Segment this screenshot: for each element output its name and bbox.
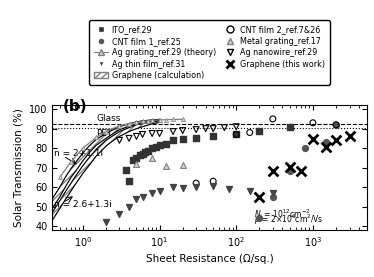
Point [180, 186, 186, 190]
X-axis label: Sheet Resistance (Ω/sq.): Sheet Resistance (Ω/sq.) [145, 254, 273, 264]
Point [134, 156, 140, 160]
Point [233, 124, 239, 129]
Point [180, 162, 186, 167]
Point [170, 129, 176, 134]
Point [140, 152, 145, 156]
Point [123, 167, 129, 172]
Point [303, 146, 309, 150]
Point [116, 212, 122, 217]
Text: n = 2+1.1i: n = 2+1.1i [54, 149, 103, 158]
Legend: ITO_ref.29, CNT film 1_ref.25, Ag grating_ref.29 (theory), Ag thin film_ref.31, : ITO_ref.29, CNT film 1_ref.25, Ag gratin… [89, 20, 330, 85]
Point [163, 142, 169, 147]
Text: PET: PET [96, 129, 113, 138]
Point [126, 136, 132, 141]
Text: $\mu$ = 2×10$^{6}$cm$^{2}$/Vs: $\mu$ = 2×10$^{6}$cm$^{2}$/Vs [254, 213, 324, 227]
Point [116, 138, 122, 143]
Point [256, 216, 262, 220]
Point [256, 194, 262, 199]
Point [210, 179, 216, 183]
Point [140, 194, 145, 199]
Point [287, 168, 293, 173]
Point [324, 145, 329, 149]
Point [333, 122, 339, 127]
Point [137, 153, 142, 157]
Point [193, 127, 199, 132]
Point [193, 185, 199, 189]
Point [333, 122, 339, 127]
Point [310, 120, 316, 125]
Point [142, 150, 148, 154]
Point [126, 179, 132, 183]
Point [233, 131, 239, 136]
Point [256, 128, 262, 133]
Point [347, 134, 353, 139]
Point [226, 187, 232, 191]
Point [298, 169, 304, 174]
Text: (b): (b) [63, 99, 88, 114]
Point [149, 191, 155, 195]
Point [153, 145, 159, 149]
Y-axis label: Solar Transmission (%): Solar Transmission (%) [13, 108, 24, 227]
Point [310, 137, 316, 142]
Point [210, 134, 216, 139]
Point [103, 220, 109, 224]
Point [149, 131, 155, 136]
Point [270, 117, 276, 121]
Point [149, 156, 155, 160]
Point [180, 137, 186, 142]
Point [333, 138, 339, 143]
Point [180, 128, 186, 133]
Point [270, 194, 276, 199]
Point [126, 204, 132, 209]
Point [157, 189, 163, 193]
Point [134, 134, 140, 139]
Point [134, 161, 140, 166]
Point [149, 146, 155, 150]
Point [170, 138, 176, 143]
Text: Glass: Glass [96, 114, 121, 123]
Text: $N_i$ = 10$^{12}$cm$^{-2}$: $N_i$ = 10$^{12}$cm$^{-2}$ [254, 207, 310, 221]
Point [203, 126, 209, 131]
Point [210, 184, 216, 188]
Point [247, 189, 253, 193]
Point [210, 126, 216, 131]
Point [140, 132, 145, 137]
Point [324, 140, 329, 145]
Point [270, 191, 276, 195]
Point [163, 163, 169, 168]
Point [233, 132, 239, 137]
Point [170, 185, 176, 189]
Point [193, 136, 199, 141]
Point [247, 130, 253, 135]
Point [221, 125, 227, 130]
Text: n = 2.6+1.3i: n = 2.6+1.3i [54, 199, 112, 209]
Point [287, 164, 293, 169]
Point [193, 181, 199, 185]
Point [145, 149, 151, 153]
Point [157, 131, 163, 136]
Point [134, 197, 140, 201]
Point [287, 124, 293, 129]
Point [157, 143, 163, 147]
Point [130, 158, 136, 162]
Point [270, 168, 276, 173]
